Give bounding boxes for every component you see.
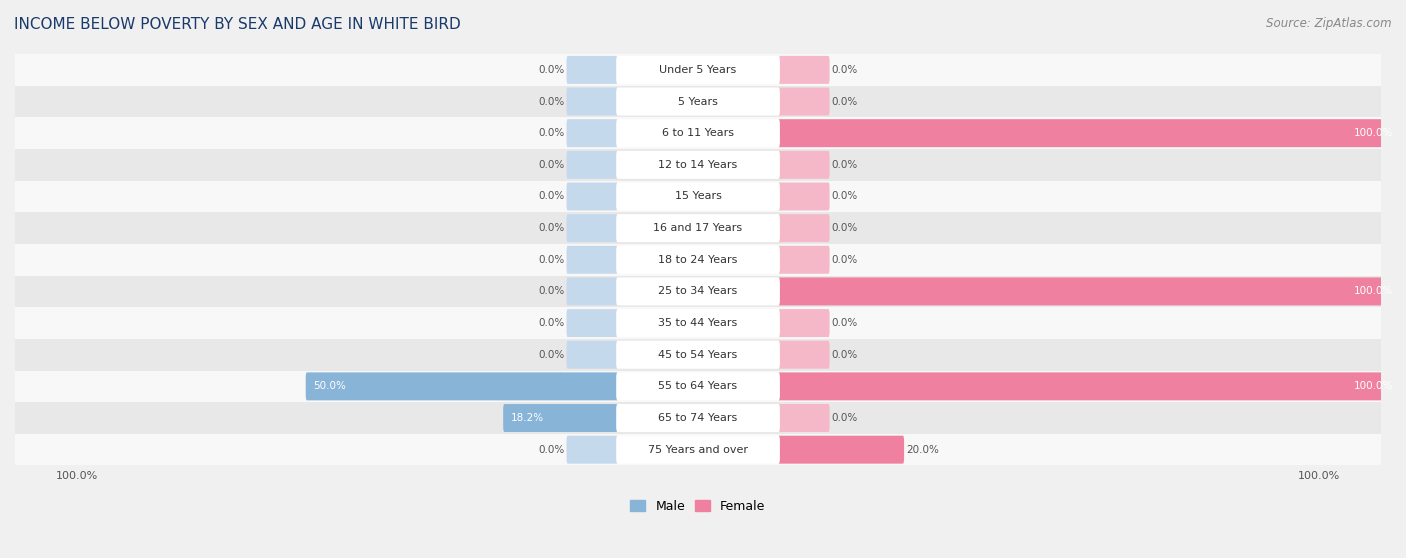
FancyBboxPatch shape — [305, 372, 619, 400]
FancyBboxPatch shape — [778, 277, 1400, 305]
Text: 0.0%: 0.0% — [831, 350, 858, 360]
FancyBboxPatch shape — [778, 119, 1400, 147]
Text: 65 to 74 Years: 65 to 74 Years — [658, 413, 738, 423]
Text: 25 to 34 Years: 25 to 34 Years — [658, 286, 738, 296]
FancyBboxPatch shape — [778, 404, 830, 432]
FancyBboxPatch shape — [15, 339, 1381, 371]
FancyBboxPatch shape — [778, 56, 830, 84]
Text: 18.2%: 18.2% — [510, 413, 544, 423]
FancyBboxPatch shape — [778, 436, 904, 464]
Text: 0.0%: 0.0% — [538, 350, 565, 360]
FancyBboxPatch shape — [15, 149, 1381, 181]
FancyBboxPatch shape — [567, 56, 619, 84]
FancyBboxPatch shape — [616, 246, 780, 274]
Text: 0.0%: 0.0% — [538, 97, 565, 107]
FancyBboxPatch shape — [567, 151, 619, 179]
FancyBboxPatch shape — [616, 182, 780, 210]
Text: 0.0%: 0.0% — [538, 128, 565, 138]
Text: 0.0%: 0.0% — [831, 160, 858, 170]
Text: 0.0%: 0.0% — [831, 255, 858, 265]
Text: 0.0%: 0.0% — [831, 65, 858, 75]
FancyBboxPatch shape — [616, 372, 780, 400]
Text: 55 to 64 Years: 55 to 64 Years — [658, 381, 738, 391]
FancyBboxPatch shape — [567, 119, 619, 147]
Text: 0.0%: 0.0% — [538, 255, 565, 265]
FancyBboxPatch shape — [15, 244, 1381, 276]
Text: 50.0%: 50.0% — [314, 381, 346, 391]
FancyBboxPatch shape — [567, 246, 619, 274]
Text: 0.0%: 0.0% — [538, 191, 565, 201]
FancyBboxPatch shape — [778, 182, 830, 210]
FancyBboxPatch shape — [15, 307, 1381, 339]
FancyBboxPatch shape — [15, 402, 1381, 434]
Text: 100.0%: 100.0% — [1354, 286, 1393, 296]
FancyBboxPatch shape — [616, 214, 780, 242]
FancyBboxPatch shape — [778, 341, 830, 369]
FancyBboxPatch shape — [778, 246, 830, 274]
FancyBboxPatch shape — [503, 404, 619, 432]
FancyBboxPatch shape — [616, 119, 780, 147]
FancyBboxPatch shape — [567, 88, 619, 116]
Text: 100.0%: 100.0% — [1354, 381, 1393, 391]
FancyBboxPatch shape — [778, 309, 830, 337]
Legend: Male, Female: Male, Female — [630, 500, 766, 513]
FancyBboxPatch shape — [616, 277, 780, 305]
Text: 16 and 17 Years: 16 and 17 Years — [654, 223, 742, 233]
FancyBboxPatch shape — [15, 181, 1381, 212]
Text: 0.0%: 0.0% — [831, 413, 858, 423]
Text: 35 to 44 Years: 35 to 44 Years — [658, 318, 738, 328]
Text: 0.0%: 0.0% — [538, 160, 565, 170]
FancyBboxPatch shape — [15, 434, 1381, 465]
Text: 0.0%: 0.0% — [538, 223, 565, 233]
Text: 0.0%: 0.0% — [538, 286, 565, 296]
FancyBboxPatch shape — [567, 436, 619, 464]
FancyBboxPatch shape — [15, 117, 1381, 149]
Text: Under 5 Years: Under 5 Years — [659, 65, 737, 75]
FancyBboxPatch shape — [15, 371, 1381, 402]
Text: 45 to 54 Years: 45 to 54 Years — [658, 350, 738, 360]
Text: 0.0%: 0.0% — [831, 223, 858, 233]
Text: Source: ZipAtlas.com: Source: ZipAtlas.com — [1267, 17, 1392, 30]
Text: 15 Years: 15 Years — [675, 191, 721, 201]
Text: 6 to 11 Years: 6 to 11 Years — [662, 128, 734, 138]
Text: 20.0%: 20.0% — [905, 445, 939, 455]
FancyBboxPatch shape — [567, 341, 619, 369]
Text: 75 Years and over: 75 Years and over — [648, 445, 748, 455]
FancyBboxPatch shape — [778, 214, 830, 242]
FancyBboxPatch shape — [778, 88, 830, 116]
Text: 0.0%: 0.0% — [831, 318, 858, 328]
FancyBboxPatch shape — [567, 214, 619, 242]
FancyBboxPatch shape — [616, 436, 780, 464]
Text: INCOME BELOW POVERTY BY SEX AND AGE IN WHITE BIRD: INCOME BELOW POVERTY BY SEX AND AGE IN W… — [14, 17, 461, 32]
FancyBboxPatch shape — [567, 182, 619, 210]
FancyBboxPatch shape — [616, 88, 780, 116]
Text: 12 to 14 Years: 12 to 14 Years — [658, 160, 738, 170]
FancyBboxPatch shape — [616, 309, 780, 337]
Text: 0.0%: 0.0% — [831, 191, 858, 201]
FancyBboxPatch shape — [15, 54, 1381, 86]
Text: 0.0%: 0.0% — [538, 445, 565, 455]
FancyBboxPatch shape — [616, 151, 780, 179]
Text: 0.0%: 0.0% — [831, 97, 858, 107]
FancyBboxPatch shape — [567, 309, 619, 337]
Text: 100.0%: 100.0% — [1354, 128, 1393, 138]
FancyBboxPatch shape — [778, 151, 830, 179]
FancyBboxPatch shape — [15, 86, 1381, 117]
FancyBboxPatch shape — [616, 341, 780, 369]
FancyBboxPatch shape — [15, 212, 1381, 244]
FancyBboxPatch shape — [15, 276, 1381, 307]
FancyBboxPatch shape — [616, 404, 780, 432]
FancyBboxPatch shape — [778, 372, 1400, 400]
Text: 0.0%: 0.0% — [538, 65, 565, 75]
Text: 5 Years: 5 Years — [678, 97, 718, 107]
FancyBboxPatch shape — [567, 277, 619, 305]
Text: 0.0%: 0.0% — [538, 318, 565, 328]
Text: 18 to 24 Years: 18 to 24 Years — [658, 255, 738, 265]
FancyBboxPatch shape — [616, 56, 780, 84]
